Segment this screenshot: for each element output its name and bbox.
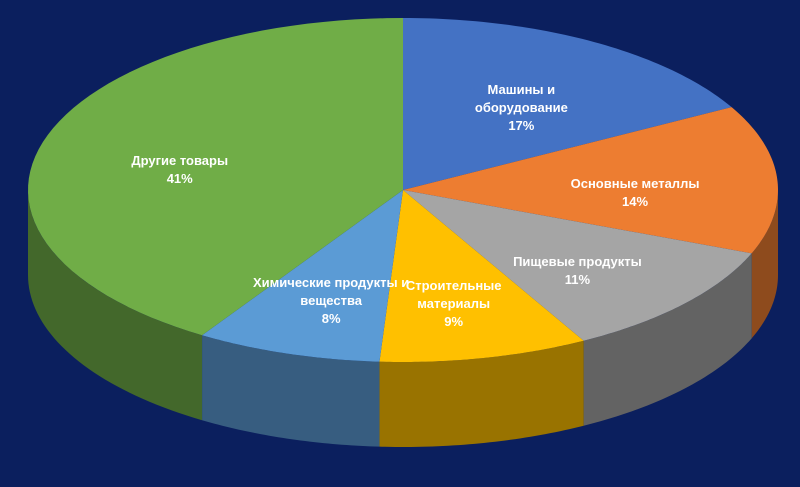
slice-label: Машины и оборудование 17% — [451, 81, 591, 135]
slice-category: Пищевые продукты — [513, 253, 642, 269]
slice-side — [202, 335, 380, 447]
slice — [403, 18, 732, 190]
slice — [379, 190, 584, 362]
slice-category: Машины и оборудование — [474, 82, 568, 116]
slice-label: Основные металлы 14% — [571, 175, 700, 211]
slice-category: Основные металлы — [570, 176, 700, 192]
slice — [28, 18, 404, 336]
slice-side — [28, 190, 203, 421]
slice-side — [583, 253, 752, 426]
slice-value: 41% — [166, 171, 193, 187]
slice — [403, 107, 778, 254]
slice-label: Химические продукты и вещества 8% — [251, 274, 411, 328]
slice-value: 11% — [564, 271, 591, 287]
slice-label: Пищевые продукты 11% — [513, 253, 642, 289]
slice-value: 9% — [444, 314, 464, 330]
slice-label: Строительные материалы 9% — [384, 277, 524, 331]
slice — [202, 190, 403, 362]
slice-value: 14% — [622, 194, 649, 210]
slice-value: 17% — [508, 118, 535, 134]
slice-category: Строительные материалы — [405, 278, 502, 312]
slice-category: Химические продукты и вещества — [253, 275, 410, 309]
slice-category: Другие товары — [131, 153, 229, 169]
slice-label: Другие товары 41% — [131, 152, 228, 188]
slice-side — [751, 190, 778, 339]
slice-side — [379, 340, 584, 447]
slice — [403, 190, 752, 341]
slice-value: 8% — [321, 311, 341, 327]
